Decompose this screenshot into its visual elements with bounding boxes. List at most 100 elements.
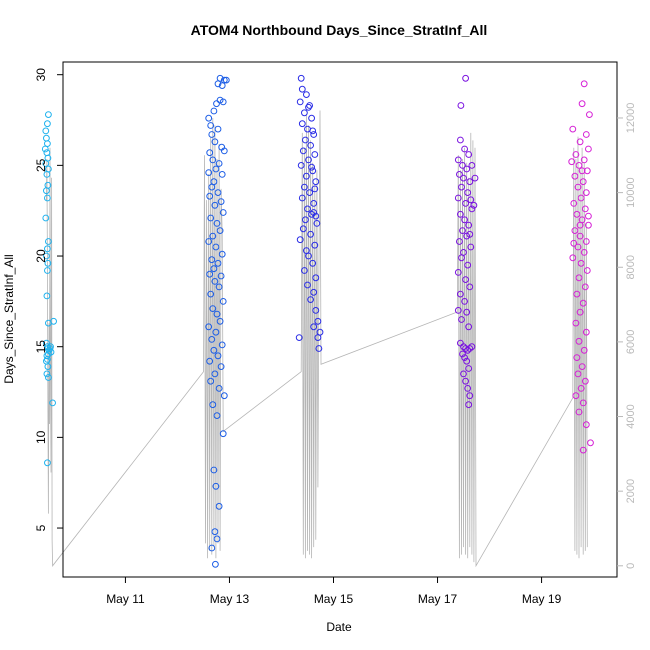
data-point: [219, 98, 227, 106]
data-point: [582, 131, 590, 138]
data-point: [296, 236, 304, 244]
data-point: [218, 341, 226, 349]
data-point: [577, 194, 585, 202]
data-point: [464, 189, 472, 197]
data-point: [310, 209, 318, 216]
data-point: [582, 328, 590, 336]
data-point: [570, 200, 578, 207]
data-point: [211, 138, 219, 146]
data-point: [310, 200, 318, 207]
data-point: [579, 299, 587, 307]
data-point: [301, 109, 308, 117]
data-point: [211, 278, 219, 285]
data-point: [576, 138, 584, 146]
data-point: [219, 298, 227, 305]
data-point: [576, 308, 584, 316]
data-point: [311, 185, 319, 193]
y-tick-label: 10: [34, 430, 48, 444]
data-point: [572, 392, 580, 400]
data-point: [457, 102, 465, 109]
y-tick-label: 15: [34, 340, 48, 354]
data-point: [210, 265, 218, 273]
data-point: [575, 274, 583, 282]
y2-tick-label: 8000: [625, 255, 637, 279]
data-point: [462, 345, 470, 352]
x-tick-label: May 11: [106, 592, 145, 606]
data-point: [462, 74, 470, 82]
data-point: [581, 205, 589, 213]
data-point: [43, 252, 50, 260]
data-point: [217, 198, 225, 206]
data-point: [206, 357, 214, 365]
data-point: [50, 317, 57, 325]
data-point: [215, 502, 223, 510]
data-point: [218, 250, 226, 258]
data-point: [458, 183, 465, 191]
data-point: [569, 254, 577, 262]
data-point: [466, 345, 474, 352]
data-point: [571, 227, 579, 235]
data-point: [304, 205, 311, 213]
data-point: [308, 163, 316, 171]
data-point: [215, 160, 223, 167]
data-point: [304, 281, 311, 289]
data-point: [454, 307, 462, 314]
data-point: [297, 74, 305, 82]
data-point: [212, 243, 220, 251]
data-point: [219, 209, 227, 216]
data-point: [457, 210, 464, 218]
chart-title: ATOM4 Northbound Days_Since_StratInf_All: [191, 22, 488, 38]
data-point: [462, 276, 470, 284]
data-point: [216, 227, 224, 235]
data-point: [573, 290, 581, 298]
data-point: [465, 323, 473, 331]
data-point: [299, 147, 307, 155]
data-point: [315, 345, 323, 352]
data-point: [456, 238, 463, 245]
data-point: [464, 261, 472, 269]
data-point: [582, 189, 590, 197]
data-point: [581, 377, 589, 385]
y-axis-label: Days_Since_StratInf_All: [2, 254, 16, 383]
data-point: [307, 142, 315, 149]
data-point: [569, 125, 577, 133]
data-point: [457, 136, 464, 144]
data-point: [45, 111, 52, 118]
data-point: [211, 201, 219, 209]
data-point: [43, 187, 50, 195]
data-point: [460, 174, 467, 182]
data-point: [207, 214, 215, 222]
data-point: [581, 283, 589, 291]
data-point: [580, 346, 588, 354]
data-point: [209, 232, 217, 240]
data-point: [303, 172, 310, 180]
data-point: [214, 125, 222, 133]
data-point: [215, 385, 223, 392]
data-point: [306, 189, 314, 197]
y-axis: 5 10 15 20 25 30: [34, 68, 63, 531]
data-point: [210, 107, 218, 115]
y2-axis: 0 2000 4000 6000 8000 10000 12000: [617, 103, 637, 569]
data-point: [206, 270, 214, 278]
data-point: [462, 200, 470, 207]
x-tick-label: May 17: [418, 592, 458, 606]
data-point: [220, 147, 228, 155]
data-point: [465, 401, 473, 409]
data-point: [43, 134, 50, 142]
data-point: [456, 171, 463, 178]
data-point: [460, 343, 467, 351]
series-2: [205, 74, 230, 568]
data-point: [577, 385, 585, 392]
data-point: [463, 357, 471, 365]
data-point: [208, 256, 216, 264]
data-point: [579, 399, 587, 407]
data-point: [314, 317, 322, 325]
data-point: [307, 230, 315, 238]
data-point: [583, 267, 591, 274]
data-point: [461, 145, 469, 153]
data-point: [576, 232, 584, 240]
data-point: [575, 408, 583, 416]
data-point: [213, 310, 221, 318]
y2-tick-label: 10000: [625, 177, 637, 208]
data-point: [213, 412, 221, 420]
